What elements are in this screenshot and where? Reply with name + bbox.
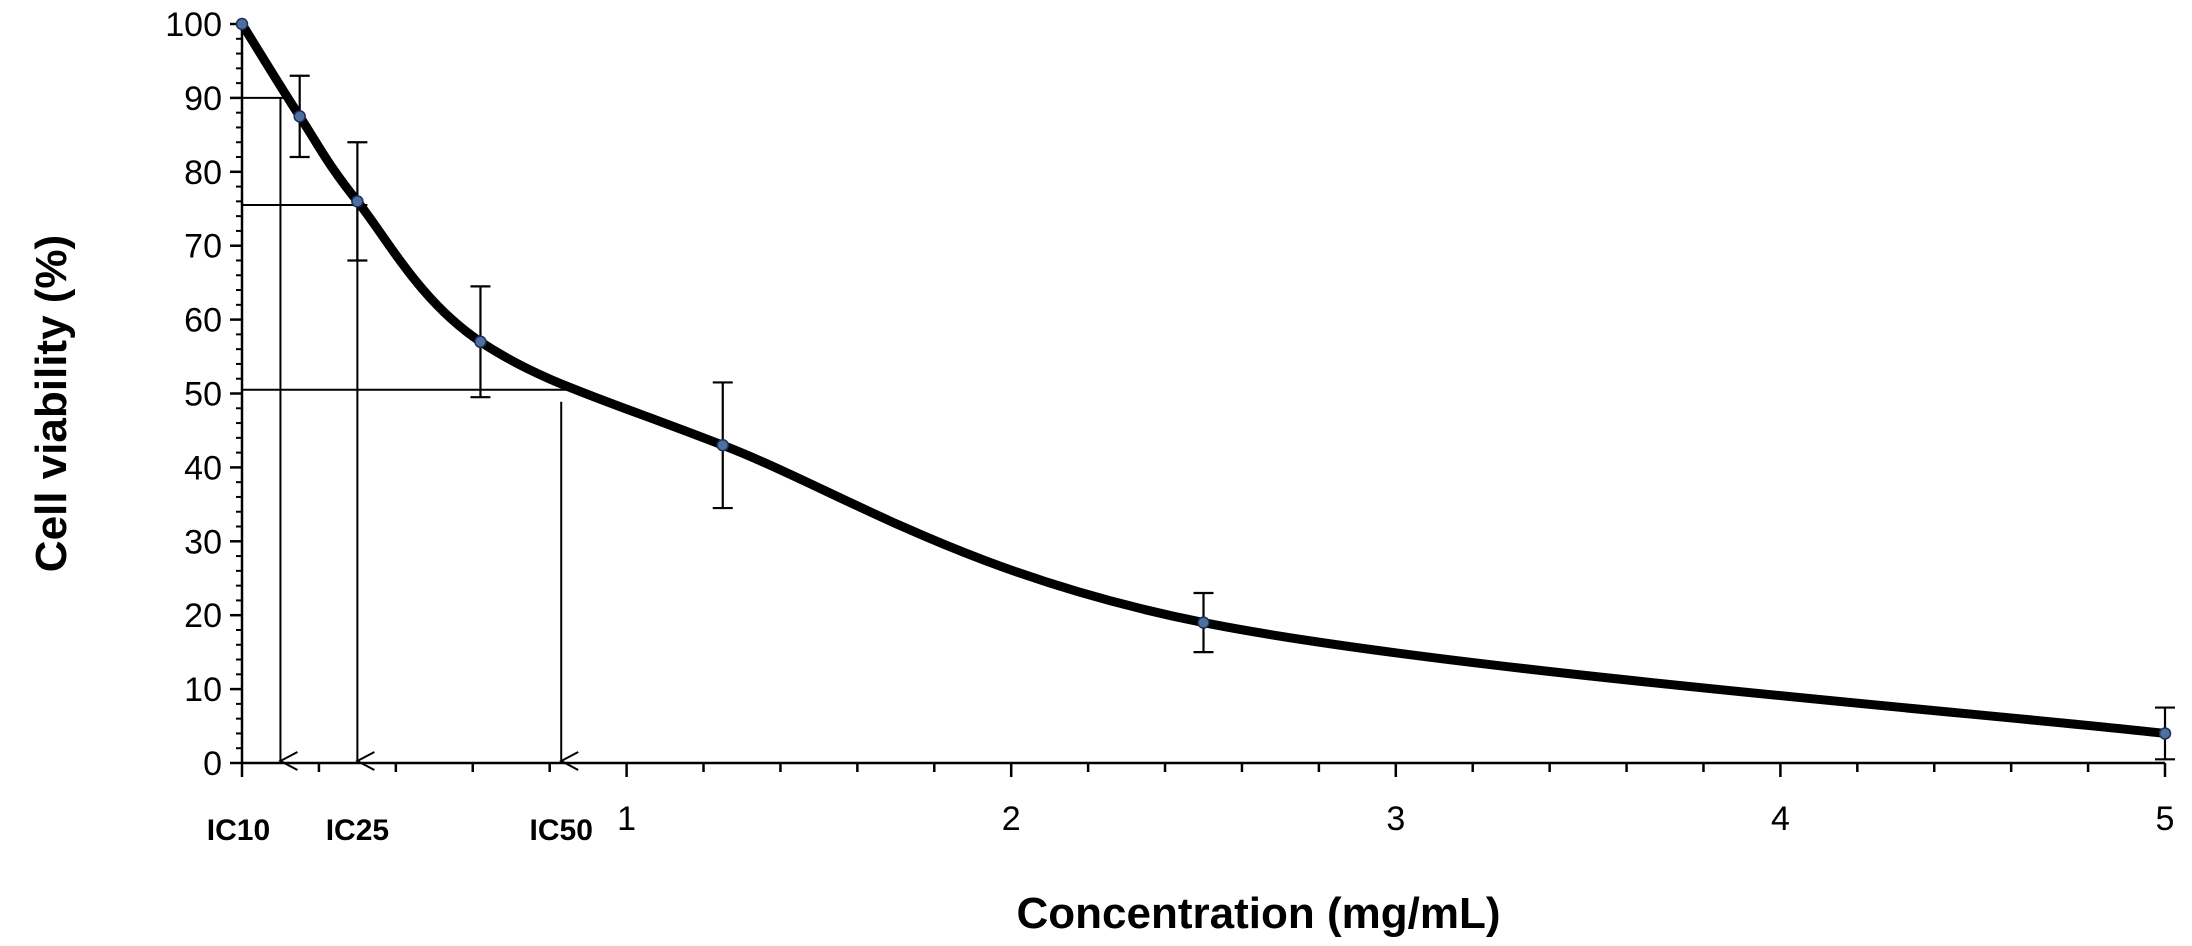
y-tick-label: 10 [184,671,222,709]
data-points [235,17,2172,740]
data-point [351,195,364,208]
error-bars [289,74,2175,761]
y-tick-label: 90 [184,80,222,118]
x-tick-label: 2 [1002,800,1021,838]
y-tick-label: 60 [184,302,222,340]
x-axis-title: Concentration (mg/mL) [1017,889,1501,938]
ic-label: IC25 [326,814,389,847]
axes [230,20,2167,777]
x-tick-label: 1 [617,800,636,838]
data-point [1197,616,1210,629]
x-tick-label: 3 [1386,800,1405,838]
y-tick-label: 30 [184,523,222,561]
y-tick-label: 100 [165,6,222,44]
data-point [235,17,249,31]
ic-guide-lines [242,96,582,761]
data-point [2158,727,2172,740]
ic-label: IC50 [530,814,593,847]
x-tick-label: 5 [2156,800,2175,838]
data-point [293,110,306,123]
y-tick-label: 70 [184,228,222,266]
data-point [474,335,487,349]
y-tick-label: 20 [184,597,222,635]
data-point [716,438,729,452]
x-tick-label: 4 [1771,800,1790,838]
y-axis-title: Cell viability (%) [27,235,76,572]
y-tick-label: 0 [203,745,222,783]
y-tick-label: 40 [184,449,222,487]
y-tick-label: 80 [184,154,222,192]
ic-label: IC10 [207,814,270,847]
y-tick-label: 50 [184,376,222,414]
tick-labels: 0 10 20 30 40 50 60 70 80 90 100 1 2 3 4 5 IC10 IC25 IC50 [165,6,2174,847]
